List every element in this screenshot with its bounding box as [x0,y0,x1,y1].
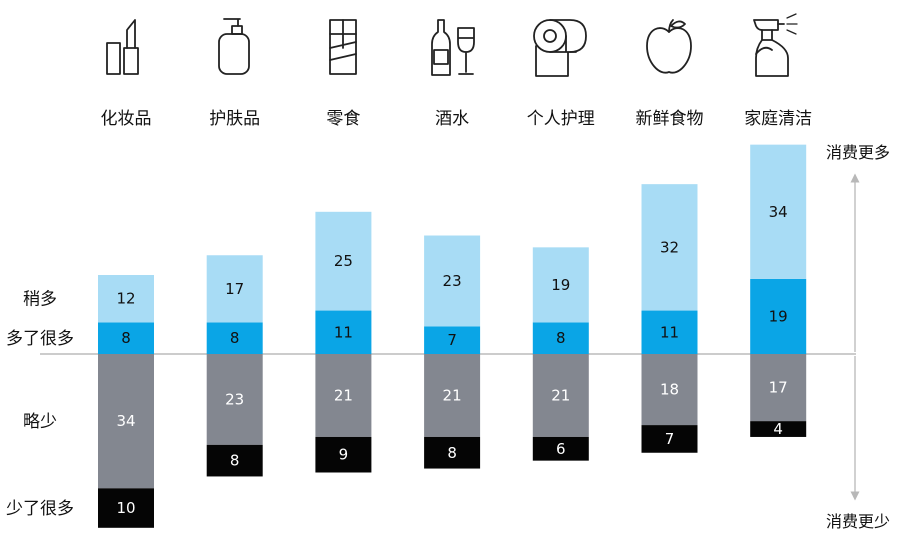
data-label: 17 [769,379,788,397]
pump-bottle-icon [218,18,250,75]
data-label: 23 [225,390,244,408]
bar-segment [424,326,481,354]
bar-segment [532,354,589,437]
data-label: 21 [334,386,353,404]
wine-bottle-glass-icon [431,19,475,76]
data-label: 34 [116,412,135,430]
data-label: 17 [225,280,244,298]
bar-segment [641,425,698,453]
data-label: 34 [769,203,788,221]
bar-segment [641,184,698,311]
data-label: 8 [556,329,566,347]
data-label: 8 [230,329,240,347]
bar-segment [750,278,807,354]
data-label: 10 [116,499,135,517]
series-label: 少了很多 [6,499,74,519]
bar-segment [206,322,263,354]
lipstick-icon [106,19,139,75]
bar-segment [206,444,263,477]
bar-segment [424,235,481,327]
top-axis-label: 消费更多 [826,143,890,162]
category-label: 护肤品 [209,109,260,129]
spray-bottle-icon [753,13,798,77]
data-label: 8 [230,452,240,470]
data-label: 6 [556,440,566,458]
bar-segment [424,436,481,469]
bar-segment [641,310,698,354]
bar-segment [532,322,589,354]
toilet-paper-icon [533,19,587,77]
bars: 8 12 34 10 8 17 23 8 11 25 21 9 7 23 21 8 8 19 21 6 11 32 18 7 1… [98,144,807,528]
data-label: 18 [660,381,679,399]
bar-segment [98,354,154,489]
data-label: 7 [665,430,675,448]
data-label: 21 [443,386,462,404]
category-label: 零食 [326,109,360,129]
apple-icon [646,19,692,74]
bar-segment [206,255,263,323]
bar-segment [750,144,807,279]
bar-segment [424,354,481,437]
data-label: 4 [773,420,783,438]
category-label: 个人护理 [527,109,595,129]
data-label: 8 [121,329,131,347]
bar-segment [98,488,154,528]
data-label: 9 [339,446,349,464]
series-label: 稍多 [23,290,57,310]
bar-segment [532,247,589,323]
category-labels: 化妆品 护肤品 零食 酒水 个人护理 新鲜食物 家庭清洁 [101,109,813,129]
bottom-axis-label: 消费更少 [826,512,890,531]
bar-segment [315,436,372,473]
data-label: 25 [334,252,353,270]
data-label: 21 [551,386,570,404]
data-label: 11 [334,323,353,341]
bar-segment [641,354,698,426]
bar-segment [206,354,263,445]
series-label: 略少 [23,412,57,432]
data-label: 11 [660,323,679,341]
bar-segment [98,275,154,323]
data-label: 12 [116,290,135,308]
category-label: 新鲜食物 [636,109,704,129]
bar-segment [98,322,154,354]
bar-segment [315,354,372,437]
data-label: 19 [769,307,788,325]
category-label: 化妆品 [101,109,152,129]
data-label: 32 [660,238,679,256]
bar-segment [532,436,589,461]
data-label: 19 [551,276,570,294]
bar-segment [750,354,807,422]
bar-segment [315,211,372,311]
series-label: 多了很多 [6,329,74,349]
category-icons [106,13,798,77]
category-label: 家庭清洁 [744,109,812,129]
data-label: 23 [443,272,462,290]
data-label: 7 [447,331,457,349]
bar-segment [315,310,372,354]
category-label: 酒水 [435,109,469,129]
chocolate-bar-icon [329,19,357,75]
bar-segment [750,421,807,437]
data-label: 8 [447,444,457,462]
